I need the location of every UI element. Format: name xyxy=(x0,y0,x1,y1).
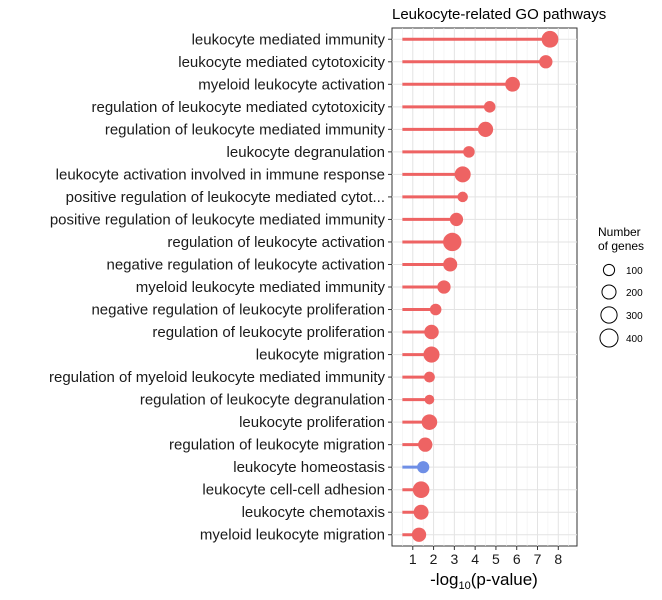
x-tick-label: 8 xyxy=(554,551,562,567)
lollipop-point xyxy=(421,414,438,430)
lollipop-point xyxy=(477,121,494,137)
x-tick-label: 3 xyxy=(450,551,458,567)
lollipop-point xyxy=(412,481,430,499)
lollipop-point xyxy=(429,303,442,316)
chart-title: Leukocyte-related GO pathways xyxy=(392,6,606,23)
lollipop-point xyxy=(411,527,427,542)
category-label: regulation of leukocyte activation xyxy=(167,234,385,251)
category-label: regulation of myeloid leukocyte mediated… xyxy=(49,369,385,386)
category-label: myeloid leukocyte activation xyxy=(198,76,385,93)
lollipop-point xyxy=(424,324,439,340)
legend-size-label: 300 xyxy=(626,311,643,322)
category-label: positive regulation of leukocyte mediate… xyxy=(66,189,385,206)
legend-size-label: 100 xyxy=(626,266,643,277)
lollipop-point xyxy=(454,166,471,183)
category-label: regulation of leukocyte mediated immunit… xyxy=(105,121,386,138)
category-label: regulation of leukocyte proliferation xyxy=(152,324,385,341)
legend-size-key xyxy=(601,284,617,300)
category-label: leukocyte activation involved in immune … xyxy=(56,166,385,183)
lollipop-point xyxy=(417,461,430,474)
lollipop-point xyxy=(437,280,451,294)
category-label: leukocyte migration xyxy=(256,347,385,364)
legend-title-line1: Number xyxy=(598,225,641,239)
legend-size-label: 200 xyxy=(626,288,643,299)
legend-size-key xyxy=(600,306,618,324)
category-label: regulation of leukocyte degranulation xyxy=(140,392,385,409)
category-label: leukocyte degranulation xyxy=(227,144,385,161)
lollipop-point xyxy=(539,55,553,69)
x-tick-label: 2 xyxy=(430,551,438,567)
category-label: negative regulation of leukocyte prolife… xyxy=(91,302,385,319)
legend-size-key xyxy=(599,328,619,348)
lollipop-point xyxy=(449,212,464,227)
lollipop-point xyxy=(457,191,468,203)
category-label: myeloid leukocyte migration xyxy=(200,527,385,544)
category-labels: leukocyte mediated immunity leukocyte med… xyxy=(49,31,392,544)
x-axis-title: -log10(p-value) xyxy=(430,570,538,592)
category-label: leukocyte mediated cytotoxicity xyxy=(178,54,385,71)
x-tick-label: 5 xyxy=(492,551,500,567)
category-label: myeloid leukocyte mediated immunity xyxy=(136,279,386,296)
size-legend: Number of genes 100 200 300 400 xyxy=(598,225,644,348)
category-label: regulation of leukocyte migration xyxy=(169,437,385,454)
x-tick-label: 4 xyxy=(471,551,479,567)
lollipop-point xyxy=(424,394,435,405)
category-label: regulation of leukocyte mediated cytotox… xyxy=(92,99,386,116)
lollipop-point xyxy=(541,30,559,48)
lollipop-point xyxy=(443,257,458,272)
x-tick-label: 6 xyxy=(513,551,521,567)
category-label: leukocyte proliferation xyxy=(239,414,385,431)
legend-title-line2: of genes xyxy=(598,239,644,253)
category-label: leukocyte mediated immunity xyxy=(192,31,386,48)
category-label: negative regulation of leukocyte activat… xyxy=(106,256,385,273)
plot-panel xyxy=(391,27,578,547)
lollipop-point xyxy=(443,232,462,252)
category-label: leukocyte chemotaxis xyxy=(242,504,385,521)
lollipop-point xyxy=(423,346,440,363)
lollipop-point xyxy=(423,371,435,383)
legend-size-label: 400 xyxy=(626,334,643,345)
lollipop-point xyxy=(505,76,520,92)
lollipop-point xyxy=(418,437,433,452)
category-label: leukocyte homeostasis xyxy=(233,459,385,476)
lollipop-point xyxy=(483,101,496,113)
legend-size-key xyxy=(602,263,616,277)
lollipop-point xyxy=(463,146,475,158)
category-label: leukocyte cell-cell adhesion xyxy=(202,482,385,499)
x-tick-label: 7 xyxy=(534,551,542,567)
x-tick-label: 1 xyxy=(409,551,417,567)
category-label: positive regulation of leukocyte mediate… xyxy=(50,211,386,228)
lollipop-point xyxy=(413,504,429,520)
